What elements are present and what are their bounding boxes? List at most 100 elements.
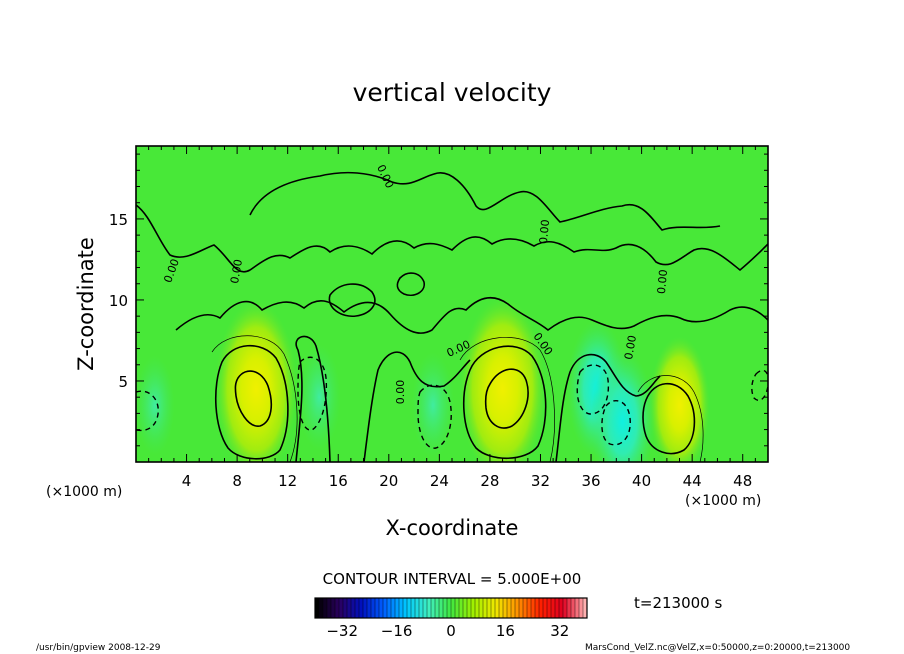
x-tick-label: 24 [430,472,449,490]
colorbar-cell [583,598,588,618]
x-unit-label-left: (×1000 m) [46,484,122,500]
colorbar-cell [359,598,364,618]
colorbar-tick-label: −32 [326,622,358,640]
x-tick-label: 32 [531,472,550,490]
field-feature-updraft [649,336,710,462]
colorbar-cell [343,598,348,618]
colorbar-cell [331,598,336,618]
field-features [136,297,710,462]
contour-label: 0.00 [655,269,670,295]
colorbar-cell [351,598,356,618]
field-feature-downdraft [590,349,655,462]
contour-lines-thin [211,335,704,462]
colorbar-cell [395,598,400,618]
contour-zero-mid [175,297,768,334]
contour-lines-negative [136,356,768,449]
contour-downdraft-mid [417,384,452,449]
x-tick-label: 12 [278,472,297,490]
colorbar-cell [563,598,568,618]
colorbar-cell [339,598,344,618]
colorbar-cell [467,598,472,618]
colorbar-cell [375,598,380,618]
colorbar-cell [471,598,476,618]
x-tick-label: 48 [733,472,752,490]
contour-updraft-right [642,382,696,455]
colorbar-cell [571,598,576,618]
colorbar-cell [383,598,388,618]
contour-lines [136,171,768,462]
colorbar-ticks: −32 −16 0 16 32 [326,622,569,640]
field-feature-downdraft [298,344,341,450]
colorbar-cell [503,598,508,618]
contour-thin-right [637,375,704,462]
x-axis: 4 8 12 16 20 24 28 32 36 40 44 48 [148,146,756,490]
field-feature-updraft [215,301,298,462]
footer-left: /usr/bin/gpview 2008-12-29 [36,643,161,653]
contour-label: 0.00 [394,380,407,405]
contour-zero-upper [136,204,768,273]
colorbar-cell [535,598,540,618]
colorbar-cell [507,598,512,618]
colorbar-cell [415,598,420,618]
contour-updraft-left [214,344,289,460]
x-unit-label-right: (×1000 m) [685,493,761,509]
contour-zero-right-column [555,353,661,462]
colorbar-cell [391,598,396,618]
colorbar-cell [567,598,572,618]
time-label: t=213000 s [634,594,722,612]
colorbar-cell [455,598,460,618]
contour-zero-top [249,171,721,231]
colorbar-cell [451,598,456,618]
chart-title: vertical velocity [353,78,552,107]
contour-downdraft-far-right [751,369,768,402]
contour-zero-left-column [295,335,331,462]
x-tick-label: 16 [329,472,348,490]
colorbar-cell [423,598,428,618]
colorbar-cell [419,598,424,618]
y-axis: 5 10 15 [109,153,768,447]
colorbar-cell [367,598,372,618]
field-feature-downdraft [136,355,175,455]
colorbar-cell [523,598,528,618]
colorbar-cell [355,598,360,618]
colorbar-cell [347,598,352,618]
colorbar-cell [499,598,504,618]
colorbar-cell [431,598,436,618]
x-tick-label: 40 [632,472,651,490]
colorbar-cell [435,598,440,618]
field-feature-downdraft [411,352,455,459]
colorbar-cell [327,598,332,618]
colorbar-cell [527,598,532,618]
colorbar-cell [543,598,548,618]
field-feature-updraft [459,297,546,462]
contour-label: 0.00 [622,334,639,360]
colorbar-cell [539,598,544,618]
x-tick-label: 8 [232,472,242,490]
x-tick-label: 44 [683,472,702,490]
colorbar-cell [475,598,480,618]
colorbar-cell [491,598,496,618]
colorbar-cell [407,598,412,618]
colorbar-cell [371,598,376,618]
y-tick-label: 5 [118,373,128,391]
colorbar-cell [463,598,468,618]
contour-downdraft-east [576,364,610,415]
y-axis-label: Z-coordinate [74,237,98,371]
colorbar-cell [511,598,516,618]
colorbar-cell [519,598,524,618]
contour-updraft-center-core [484,368,529,429]
colorbar-cell [547,598,552,618]
colorbar-cell [315,598,320,618]
colorbar-cell [323,598,328,618]
colorbar-cell [387,598,392,618]
x-tick-label: 4 [182,472,192,490]
colorbar-tick-label: 0 [446,622,456,640]
colorbar-tick-label: −16 [381,622,413,640]
colorbar-cell [515,598,520,618]
colorbar-cell [479,598,484,618]
contour-thin-left [211,335,298,462]
contour-updraft-left-core [234,370,273,427]
colorbar-cell [379,598,384,618]
colorbar-tick-label: 16 [496,622,515,640]
